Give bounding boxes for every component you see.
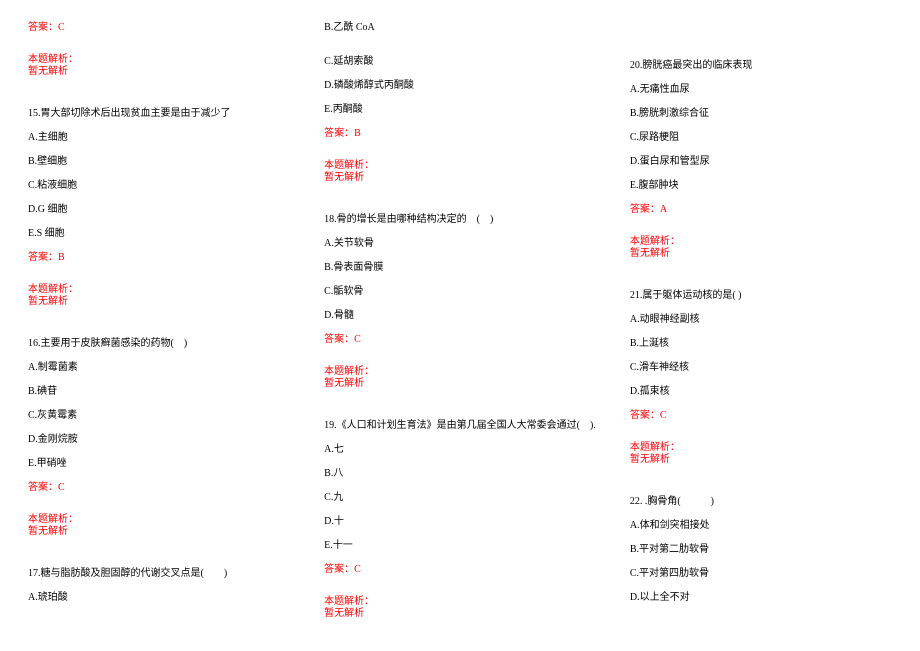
option-text: C.灰黄霉素 <box>28 410 290 422</box>
option-text: A.关节软骨 <box>324 238 596 250</box>
question-text: 15.胃大部切除术后出现贫血主要是由于减少了 <box>28 108 290 120</box>
option-text: A.七 <box>324 444 596 456</box>
option-text: E.腹部肿块 <box>630 180 892 192</box>
no-explanation: 暂无解析 <box>324 172 596 184</box>
option-text: D.蛋白尿和管型尿 <box>630 156 892 168</box>
no-explanation: 暂无解析 <box>28 66 290 78</box>
explanation-label: 本题解析： <box>324 596 596 608</box>
option-text: A.体和剑突相接处 <box>630 520 892 532</box>
option-text: C.尿路梗阻 <box>630 132 892 144</box>
question-text: 17.糖与脂肪酸及胆固醇的代谢交叉点是( ) <box>28 568 290 580</box>
no-explanation: 暂无解析 <box>28 526 290 538</box>
explanation-label: 本题解析： <box>28 284 290 296</box>
answer-text: 答案：C <box>630 410 892 422</box>
answer-text: 答案：A <box>630 204 892 216</box>
option-text: D.骨髓 <box>324 310 596 322</box>
answer-text: 答案：C <box>324 334 596 346</box>
explanation-label: 本题解析： <box>630 442 892 454</box>
option-text: B.碘苷 <box>28 386 290 398</box>
option-text: A.制霉菌素 <box>28 362 290 374</box>
option-text: C.滑车神经核 <box>630 362 892 374</box>
no-explanation: 暂无解析 <box>630 248 892 260</box>
option-text: D.以上全不对 <box>630 592 892 604</box>
option-text: B.八 <box>324 468 596 480</box>
question-text: 19.《人口和计划生育法》是由第几届全国人大常委会通过( ). <box>324 420 596 432</box>
no-explanation: 暂无解析 <box>324 608 596 620</box>
option-text: C.九 <box>324 492 596 504</box>
option-text: B.平对第二肋软骨 <box>630 544 892 556</box>
question-text: 16.主要用于皮肤癣菌感染的药物( ) <box>28 338 290 350</box>
question-text: 22. .胸骨角( ) <box>630 496 892 508</box>
option-text: E.甲硝唑 <box>28 458 290 470</box>
question-text: 18.骨的增长是由哪种结构决定的 ( ) <box>324 214 596 226</box>
no-explanation: 暂无解析 <box>28 296 290 308</box>
option-text: E.十一 <box>324 540 596 552</box>
explanation-label: 本题解析： <box>324 160 596 172</box>
option-text: B.乙酰 CoA <box>324 22 596 34</box>
option-text: E.S 细胞 <box>28 228 290 240</box>
option-text: C.骺软骨 <box>324 286 596 298</box>
explanation-label: 本题解析： <box>630 236 892 248</box>
option-text: C.平对第四肋软骨 <box>630 568 892 580</box>
explanation-label: 本题解析： <box>28 514 290 526</box>
answer-text: 答案：C <box>28 22 290 34</box>
column-1: 答案：C 本题解析： 暂无解析 15.胃大部切除术后出现贫血主要是由于减少了 A… <box>28 22 290 629</box>
no-explanation: 暂无解析 <box>324 378 596 390</box>
option-text: D.孤束核 <box>630 386 892 398</box>
column-3: 20.膀胱癌最突出的临床表现 A.无痛性血尿 B.膀胱刺激综合征 C.尿路梗阻 … <box>630 22 892 629</box>
question-text: 20.膀胱癌最突出的临床表现 <box>630 60 892 72</box>
option-text: E.丙酮酸 <box>324 104 596 116</box>
option-text: D.G 细胞 <box>28 204 290 216</box>
option-text: A.动眼神经副核 <box>630 314 892 326</box>
option-text: A.琥珀酸 <box>28 592 290 604</box>
option-text: A.主细胞 <box>28 132 290 144</box>
option-text: B.上涎核 <box>630 338 892 350</box>
answer-text: 答案：C <box>28 482 290 494</box>
option-text: B.壁细胞 <box>28 156 290 168</box>
option-text: A.无痛性血尿 <box>630 84 892 96</box>
no-explanation: 暂无解析 <box>630 454 892 466</box>
explanation-label: 本题解析： <box>28 54 290 66</box>
option-text: C.延胡索酸 <box>324 56 596 68</box>
question-text: 21.属于躯体运动核的是( ) <box>630 290 892 302</box>
answer-text: 答案：B <box>324 128 596 140</box>
option-text: D.磷酸烯醇式丙酮酸 <box>324 80 596 92</box>
option-text: C.粘液细胞 <box>28 180 290 192</box>
option-text: B.骨表面骨膜 <box>324 262 596 274</box>
document-columns: 答案：C 本题解析： 暂无解析 15.胃大部切除术后出现贫血主要是由于减少了 A… <box>28 22 892 629</box>
option-text: D.十 <box>324 516 596 528</box>
explanation-label: 本题解析： <box>324 366 596 378</box>
answer-text: 答案：B <box>28 252 290 264</box>
option-text: B.膀胱刺激综合征 <box>630 108 892 120</box>
option-text: D.金刚烷胺 <box>28 434 290 446</box>
column-2: B.乙酰 CoA C.延胡索酸 D.磷酸烯醇式丙酮酸 E.丙酮酸 答案：B 本题… <box>324 22 596 629</box>
answer-text: 答案：C <box>324 564 596 576</box>
